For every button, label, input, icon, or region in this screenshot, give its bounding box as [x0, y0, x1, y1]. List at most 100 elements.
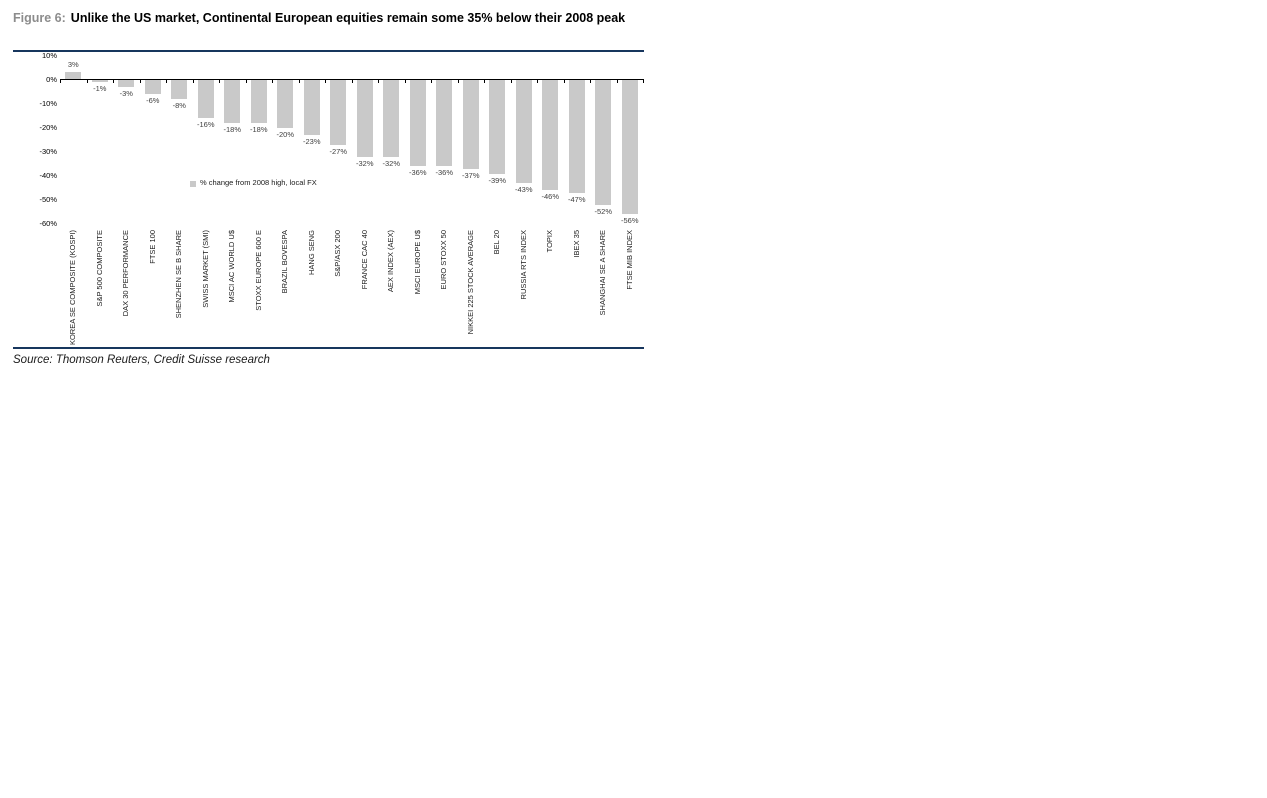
bar-value-label: -36%: [435, 168, 453, 178]
bar: [621, 80, 638, 215]
bar-value-label: -18%: [223, 125, 241, 135]
x-axis-tick: [590, 79, 591, 83]
x-category-label-text: FTSE 100: [147, 230, 157, 264]
x-axis-tick: [272, 79, 273, 83]
x-category-label-text: S&P 500 COMPOSITE: [94, 230, 104, 307]
x-category-label: S&P/ASX 200: [325, 228, 352, 348]
bar: [542, 80, 559, 191]
bar: [489, 80, 506, 174]
x-category-label: TOPIX: [537, 228, 564, 348]
bar: [330, 80, 347, 145]
y-axis-tick-label: -30%: [39, 146, 57, 156]
bottom-rule: [13, 347, 644, 349]
x-category-label-text: EURO STOXX 50: [439, 230, 449, 290]
bar: [118, 80, 135, 88]
x-category-label: SWISS MARKET (SMI): [193, 228, 220, 348]
bar-value-label: -32%: [382, 158, 400, 168]
x-axis-tick: [192, 79, 194, 83]
x-category-label-text: BEL 20: [492, 230, 502, 255]
bar: [383, 80, 400, 157]
x-category-label: DAX 30 PERFORMANCE: [113, 228, 140, 348]
bar: [568, 80, 585, 193]
bar: [197, 80, 214, 119]
x-category-label: BEL 20: [484, 228, 511, 348]
x-category-label-text: AEX INDEX (AEX): [386, 230, 396, 293]
bar-value-label: -8%: [172, 101, 186, 111]
y-axis-tick-label: -10%: [39, 98, 57, 108]
x-category-label: HANG SENG: [299, 228, 326, 348]
x-category-label: KOREA SE COMPOSITE (KOSPI): [60, 228, 87, 348]
x-category-label-text: DAX 30 PERFORMANCE: [121, 230, 131, 317]
x-category-label-text: SWISS MARKET (SMI): [200, 230, 210, 308]
bar-value-label: -16%: [196, 120, 215, 130]
bar-value-label: 3%: [67, 59, 79, 69]
x-category-label: STOXX EUROPE 600 E: [246, 228, 273, 348]
x-axis-tick: [351, 79, 353, 83]
bar-chart: 10% 0% -10% -20% -30% -40% -50% -60% 3% KOREA SE …: [13, 50, 647, 348]
x-axis-tick: [86, 79, 88, 83]
x-category-label-text: FRANCE CAC 40: [359, 230, 369, 290]
bar: [65, 71, 82, 79]
x-category-label-text: S&P/ASX 200: [333, 230, 343, 277]
x-category-label: S&P 500 COMPOSITE: [87, 228, 114, 348]
x-axis-tick: [404, 79, 406, 83]
x-category-label: IBEX 35: [564, 228, 591, 348]
x-axis-tick: [457, 79, 459, 83]
y-axis-tick-label: 10%: [41, 50, 57, 60]
bar: [409, 80, 426, 167]
bar: [144, 80, 161, 95]
x-category-label: FTSE MIB INDEX: [617, 228, 644, 348]
bar-value-label: -36%: [408, 168, 427, 178]
bar: [436, 80, 453, 167]
bar-value-label: -47%: [567, 194, 586, 204]
bar-value-label: -52%: [594, 206, 612, 216]
bar-value-label: -3%: [119, 89, 133, 99]
x-category-label: RUSSIA RTS INDEX: [511, 228, 538, 348]
y-axis-tick-label: -60%: [39, 218, 57, 228]
x-category-label: EURO STOXX 50: [431, 228, 458, 348]
bar: [250, 80, 267, 124]
source-line: Source: Thomson Reuters, Credit Suisse r…: [13, 354, 270, 366]
x-category-label: NIKKEI 225 STOCK AVERAGE: [458, 228, 485, 348]
x-category-label-text: TOPIX: [545, 230, 555, 253]
bar-value-label: -43%: [514, 185, 533, 195]
x-category-label: SHENZHEN SE B SHARE: [166, 228, 193, 348]
bar-value-label: -20%: [276, 130, 294, 139]
x-category-label-text: IBEX 35: [571, 230, 581, 258]
x-axis-tick: [245, 79, 247, 83]
bar: [595, 80, 612, 205]
x-axis-tick: [616, 79, 618, 83]
x-category-label: MSCI AC WORLD U$: [219, 228, 246, 348]
x-axis-tick: [510, 79, 512, 83]
x-axis-tick: [298, 79, 300, 83]
bar-value-label: -39%: [488, 175, 506, 185]
x-category-label-text: HANG SENG: [306, 230, 316, 276]
y-axis-tick-label: 0%: [46, 74, 57, 84]
x-category-label: BRAZIL BOVESPA: [272, 228, 299, 348]
title-rule: [13, 50, 644, 52]
x-axis-tick: [378, 79, 379, 83]
x-category-label-text: MSCI AC WORLD U$: [227, 230, 237, 303]
bar-value-label: -32%: [355, 158, 374, 168]
x-axis-tick: [537, 79, 538, 83]
bar-value-label: -46%: [541, 192, 559, 202]
bar-value-label: -37%: [461, 170, 480, 180]
x-category-label-text: NIKKEI 225 STOCK AVERAGE: [465, 230, 475, 335]
x-axis-tick: [484, 79, 485, 83]
x-category-label: SHANGHAI SE A SHARE: [590, 228, 617, 348]
x-category-label-text: MSCI EUROPE U$: [412, 230, 422, 295]
bar-value-label: -23%: [302, 137, 321, 147]
x-category-label-text: RUSSIA RTS INDEX: [518, 230, 528, 300]
bar: [515, 80, 532, 184]
bar-value-label: -18%: [249, 125, 268, 135]
figure-number-label: Figure 6:: [13, 11, 66, 25]
figure-title-text: Unlike the US market, Continental Europe…: [70, 11, 626, 25]
x-axis-tick: [325, 79, 326, 83]
bar: [171, 80, 188, 100]
x-category-label-text: SHANGHAI SE A SHARE: [598, 230, 608, 316]
y-axis-tick-label: -50%: [39, 194, 57, 204]
bar-value-label: -1%: [93, 84, 107, 94]
figure-title: Figure 6: Unlike the US market, Continent…: [13, 6, 647, 30]
bar-value-label: -6%: [146, 96, 160, 106]
